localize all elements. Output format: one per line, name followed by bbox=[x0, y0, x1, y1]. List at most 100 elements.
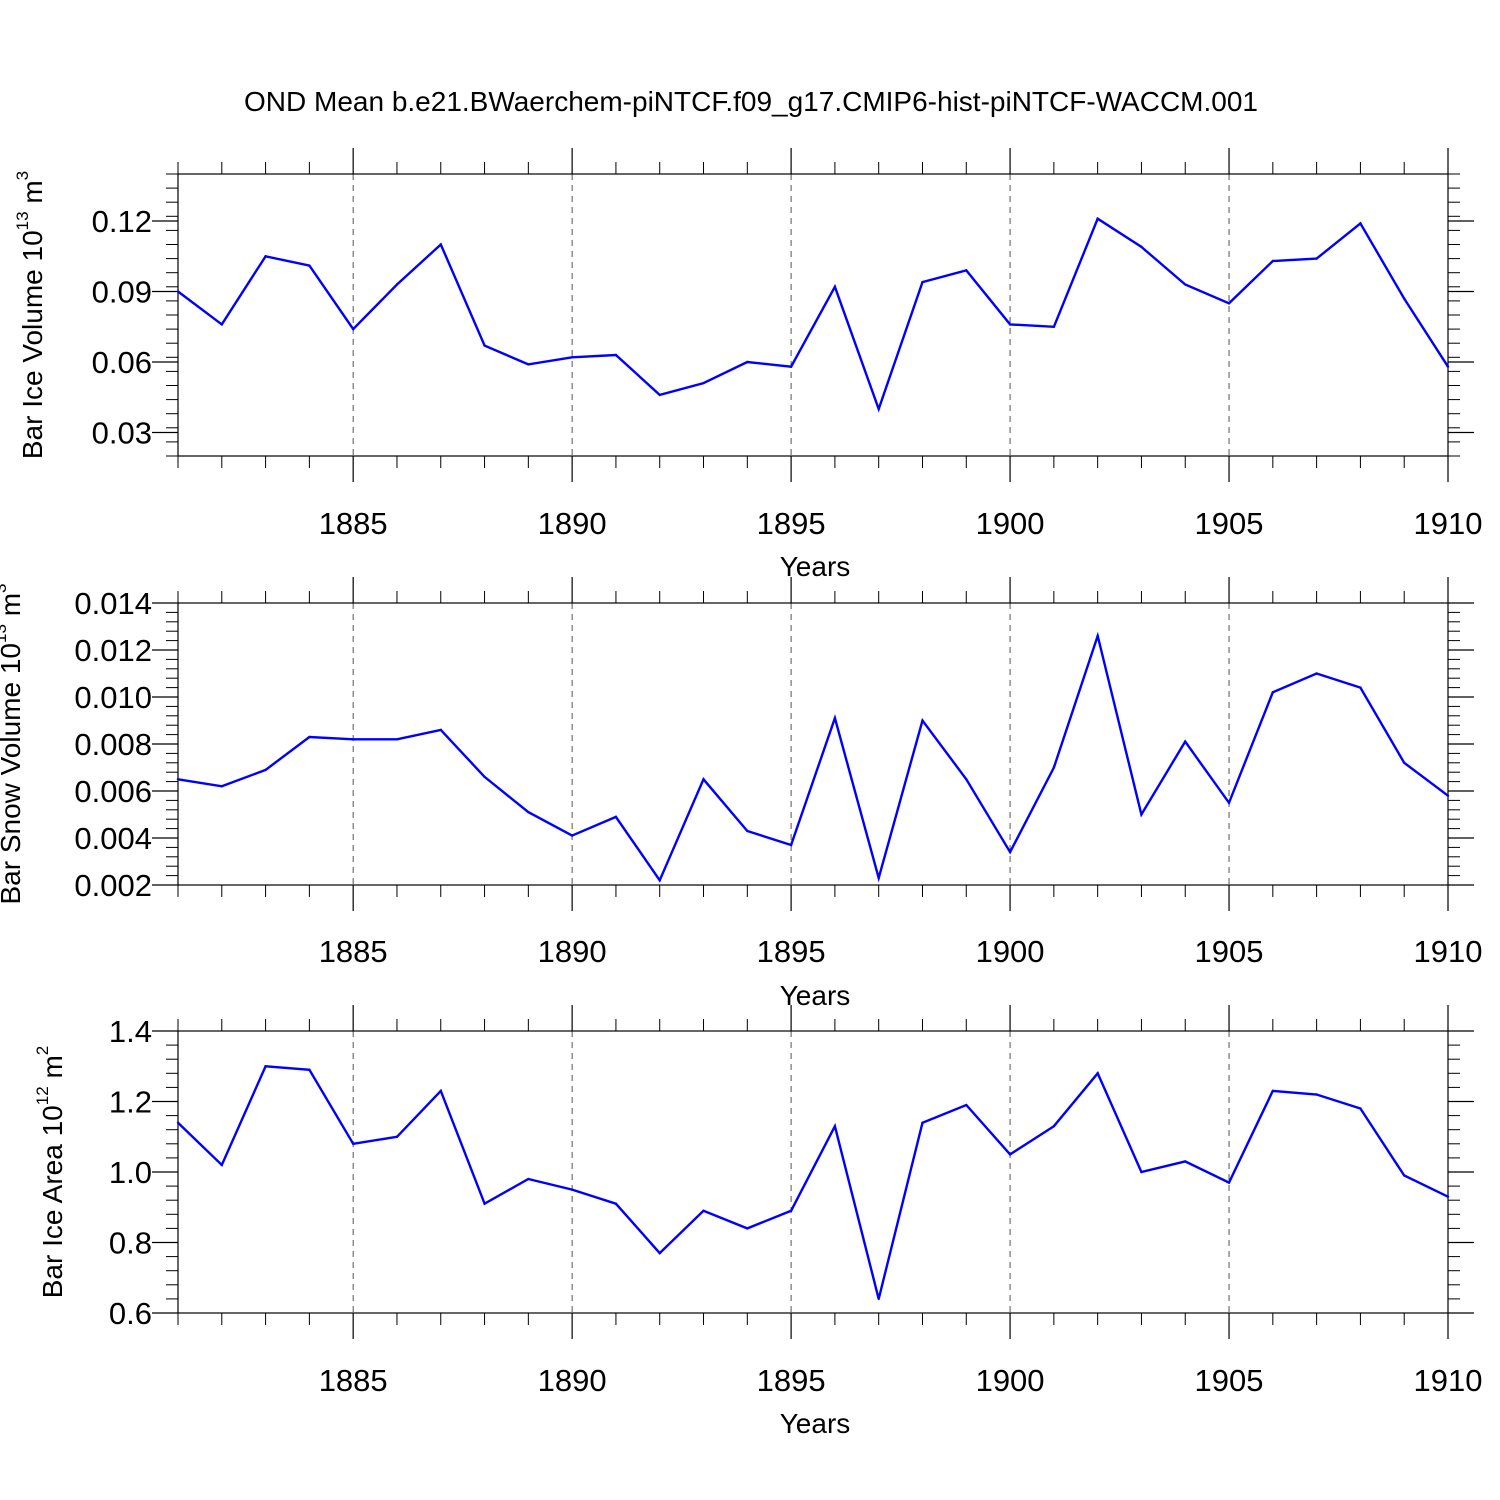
y-axis-title-main: Bar Ice Volume 10 bbox=[17, 230, 48, 459]
plot-frame bbox=[177, 1030, 1449, 1314]
panel-snow-volume: 1885 1890 1895 1900 1905 1910 0.002 0.004 0.006 0… bbox=[0, 577, 1482, 1011]
y-tick-label: 0.006 bbox=[74, 774, 152, 809]
y-axis-title-exp: 12 bbox=[33, 1086, 52, 1105]
data-point bbox=[877, 1297, 880, 1301]
data-point bbox=[921, 719, 924, 722]
data-point bbox=[921, 1121, 924, 1124]
data-point bbox=[658, 393, 661, 397]
data-point bbox=[658, 1251, 661, 1255]
data-point bbox=[351, 1142, 355, 1146]
y-axis-title-unit: m bbox=[17, 180, 48, 211]
y-tick-label: 0.012 bbox=[74, 633, 152, 668]
x-tick-label: 1905 bbox=[1195, 506, 1264, 541]
data-point bbox=[789, 365, 793, 368]
y-axis-title-main: Bar Ice Area 10 bbox=[37, 1105, 68, 1298]
data-point bbox=[308, 1068, 311, 1071]
data-point bbox=[395, 283, 399, 286]
data-point bbox=[220, 1163, 223, 1167]
x-tick-label: 1910 bbox=[1414, 934, 1483, 969]
series-line bbox=[177, 216, 1450, 413]
data-point bbox=[483, 1202, 486, 1205]
x-tick-label: 1890 bbox=[538, 506, 607, 541]
data-point bbox=[308, 264, 311, 267]
data-point bbox=[877, 876, 880, 880]
data-point bbox=[1315, 1093, 1318, 1096]
data-point bbox=[264, 255, 267, 258]
data-point bbox=[264, 1065, 267, 1068]
y-tick-label: 0.06 bbox=[92, 345, 152, 380]
data-point bbox=[1446, 794, 1450, 797]
x-tick-label: 1900 bbox=[976, 934, 1045, 969]
y-tick-label: 0.008 bbox=[74, 727, 152, 762]
y-axis-title-main: Bar Snow Volume 10 bbox=[0, 643, 26, 905]
data-point bbox=[1359, 222, 1362, 225]
x-tick-label: 1895 bbox=[757, 506, 826, 541]
y-tick-label: 0.004 bbox=[74, 821, 152, 856]
x-tick-label: 1895 bbox=[757, 934, 826, 969]
data-point bbox=[439, 1089, 442, 1093]
y-axis-title-exp: 13 bbox=[13, 211, 32, 230]
data-point bbox=[527, 363, 530, 366]
data-point bbox=[702, 1209, 705, 1212]
y-tick-label: 0.010 bbox=[74, 680, 152, 715]
y-tick-label: 0.12 bbox=[92, 204, 152, 239]
x-axis-title: Years bbox=[780, 1408, 851, 1439]
y-tick-label: 1.0 bbox=[109, 1155, 152, 1190]
data-point bbox=[1008, 1153, 1012, 1156]
x-tick-label: 1890 bbox=[538, 934, 607, 969]
data-point bbox=[746, 829, 749, 833]
data-point bbox=[702, 778, 705, 781]
x-tick-label: 1895 bbox=[757, 1363, 826, 1398]
data-point bbox=[1227, 302, 1231, 305]
x-tick-label: 1900 bbox=[976, 506, 1045, 541]
data-point bbox=[1271, 1089, 1275, 1093]
y-axis-title-unit-exp: 2 bbox=[33, 1046, 52, 1055]
y-tick-label: 0.6 bbox=[109, 1296, 152, 1331]
y-axis-title-unit-exp: 3 bbox=[0, 584, 10, 593]
data-point bbox=[1359, 1107, 1362, 1110]
data-point bbox=[570, 1188, 574, 1191]
data-point bbox=[1446, 1195, 1450, 1198]
data-point bbox=[1227, 1181, 1231, 1184]
y-axis-title-unit-exp: 3 bbox=[13, 171, 32, 180]
x-tick-label: 1910 bbox=[1414, 506, 1483, 541]
data-point bbox=[176, 290, 180, 293]
x-tick-label: 1890 bbox=[538, 1363, 607, 1398]
x-tick-label: 1900 bbox=[976, 1363, 1045, 1398]
x-tick-label: 1910 bbox=[1414, 1363, 1483, 1398]
x-axis-title: Years bbox=[780, 551, 851, 582]
x-tick-label: 1885 bbox=[319, 1363, 388, 1398]
series-line bbox=[177, 631, 1449, 883]
data-point bbox=[965, 778, 968, 781]
y-tick-label: 0.014 bbox=[74, 586, 152, 621]
data-point bbox=[1008, 323, 1012, 326]
data-point bbox=[395, 738, 399, 741]
data-point bbox=[1096, 1072, 1099, 1075]
data-point bbox=[176, 778, 180, 781]
data-point bbox=[1403, 1174, 1406, 1177]
data-point bbox=[1184, 740, 1187, 743]
data-point bbox=[833, 716, 837, 720]
y-axis-title: Bar Ice Area 1012 m2 bbox=[33, 1046, 68, 1299]
data-point bbox=[308, 735, 311, 739]
data-point bbox=[1359, 686, 1362, 689]
data-point bbox=[746, 1227, 749, 1230]
data-point bbox=[1315, 257, 1318, 260]
data-point bbox=[1446, 365, 1450, 368]
data-point bbox=[527, 1177, 530, 1181]
panel-ice-volume: 1885 1890 1895 1900 1905 1910 0.03 0.06 0.09 0.12… bbox=[13, 148, 1482, 582]
data-point bbox=[1403, 297, 1406, 300]
data-point bbox=[1271, 259, 1275, 263]
y-tick-label: 1.2 bbox=[109, 1085, 152, 1120]
panels: 1885 1890 1895 1900 1905 1910 0.03 0.06 0.09 0.12… bbox=[0, 148, 1482, 1439]
data-point bbox=[395, 1135, 399, 1138]
data-point bbox=[570, 834, 574, 837]
data-point bbox=[1140, 1170, 1143, 1174]
y-tick-label: 0.002 bbox=[74, 868, 152, 903]
data-point bbox=[570, 356, 574, 359]
y-axis-title-exp: 13 bbox=[0, 624, 10, 643]
data-point bbox=[1184, 283, 1187, 286]
y-axis-title-unit: m bbox=[0, 593, 26, 624]
x-tick-label: 1885 bbox=[319, 506, 388, 541]
data-point bbox=[1184, 1160, 1187, 1163]
